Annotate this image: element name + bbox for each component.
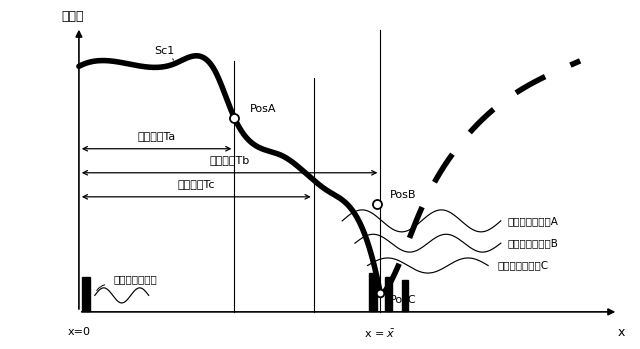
Text: 送信間隔Tb: 送信間隔Tb [209, 155, 250, 165]
Text: 送信間隔Ta: 送信間隔Ta [138, 131, 176, 141]
Text: 正当メッセージ: 正当メッセージ [114, 274, 157, 284]
Text: 対象メッセージB: 対象メッセージB [507, 238, 558, 248]
Bar [82, 277, 90, 311]
Bar [385, 277, 392, 311]
Bar [402, 280, 408, 311]
Text: PosC: PosC [390, 295, 417, 305]
Text: 対象メッセージA: 対象メッセージA [507, 216, 558, 226]
Text: Sc1: Sc1 [154, 46, 175, 56]
Text: x: x [618, 326, 625, 339]
Text: PosA: PosA [250, 104, 276, 114]
Text: スコア: スコア [61, 10, 84, 23]
Text: 送信間隔Tc: 送信間隔Tc [177, 179, 215, 189]
Bar [369, 273, 377, 311]
Text: 対象メッセージC: 対象メッセージC [498, 260, 548, 270]
Text: x = $\bar{x}$: x = $\bar{x}$ [364, 327, 396, 340]
Text: x=0: x=0 [67, 327, 90, 337]
Text: PosB: PosB [390, 190, 416, 200]
